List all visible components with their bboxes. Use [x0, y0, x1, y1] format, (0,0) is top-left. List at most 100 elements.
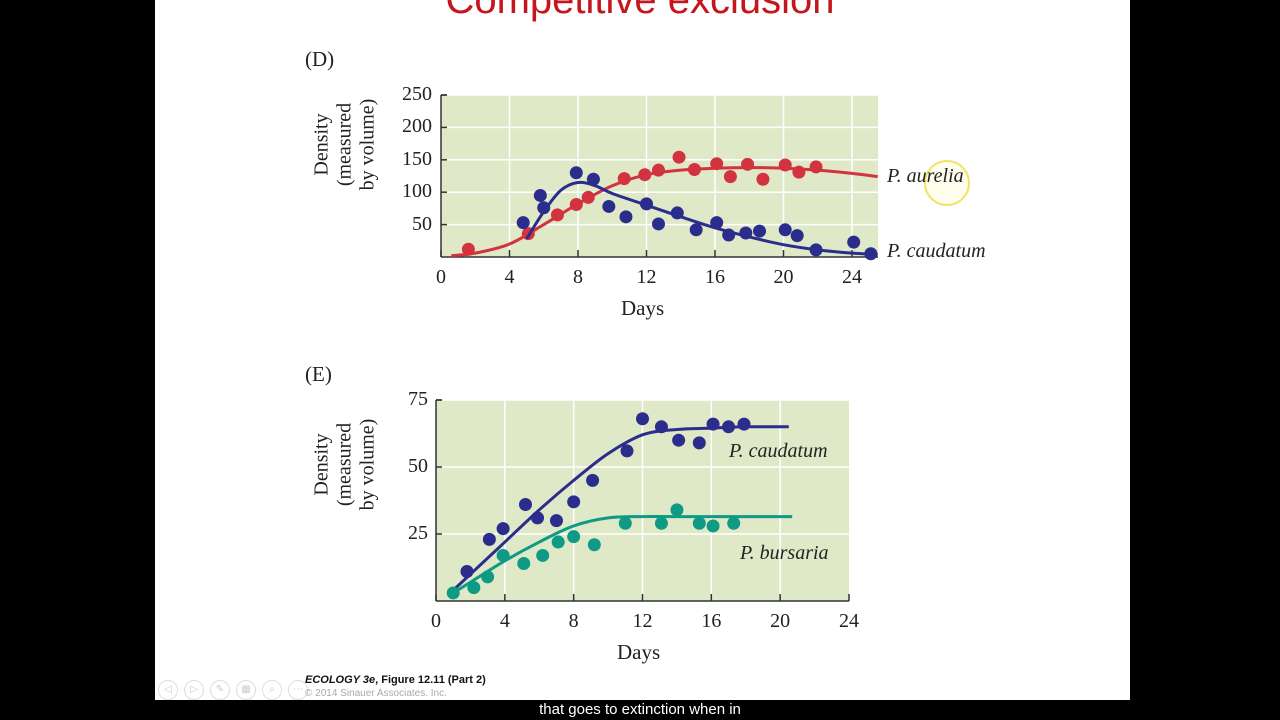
- panel-d-ylabel: Density (measured by volume): [311, 55, 380, 235]
- data-point: [638, 168, 652, 182]
- x-tick-label: 0: [431, 610, 441, 632]
- video-caption: that goes to extinction when in: [539, 701, 741, 718]
- y-tick-label: 75: [408, 388, 428, 410]
- fit-curve-p-caudatum: [452, 425, 789, 592]
- x-tick-label: 20: [770, 610, 791, 632]
- book-title: ECOLOGY 3e: [305, 674, 376, 686]
- data-point: [587, 538, 601, 552]
- data-point: [640, 197, 653, 211]
- x-tick-label: 20: [773, 266, 794, 288]
- data-point: [864, 247, 878, 261]
- data-point: [446, 586, 460, 600]
- ylabel-line: by volume): [356, 418, 379, 511]
- data-point: [537, 201, 551, 215]
- panel-e-ylabel: Density (measured by volume): [311, 375, 380, 555]
- data-point: [722, 420, 736, 434]
- ylabel-line: (measured: [333, 422, 356, 507]
- x-tick-label: 4: [499, 610, 510, 632]
- cursor-highlight: [924, 160, 970, 206]
- data-point: [687, 163, 701, 177]
- panel-d-label: (D): [305, 47, 335, 71]
- data-point: [722, 228, 736, 242]
- data-point: [692, 516, 706, 530]
- data-point: [706, 519, 720, 533]
- data-point: [619, 210, 633, 224]
- data-point: [620, 444, 634, 458]
- panel-e-xlabel: Days: [617, 640, 661, 664]
- data-point: [670, 503, 684, 517]
- data-point: [710, 157, 724, 171]
- data-point: [778, 223, 792, 237]
- data-point: [567, 495, 581, 509]
- data-point: [636, 412, 649, 426]
- ylabel-line: Density: [310, 433, 333, 496]
- data-point: [518, 498, 532, 512]
- legend-p-aurelia: P. aurelia: [887, 165, 964, 187]
- data-point: [654, 516, 668, 530]
- data-point: [550, 208, 564, 222]
- y-tick-label: 250: [402, 83, 432, 105]
- data-point: [672, 433, 686, 447]
- zoom-icon[interactable]: ⌕: [262, 680, 282, 700]
- x-tick-label: 24: [842, 266, 862, 288]
- data-point: [567, 530, 581, 544]
- data-point: [654, 420, 668, 434]
- y-tick-label: 100: [402, 180, 432, 203]
- x-tick-label: 16: [705, 266, 725, 288]
- data-point: [753, 224, 767, 238]
- data-point: [551, 535, 565, 549]
- data-point: [536, 548, 550, 562]
- data-point: [727, 516, 741, 530]
- more-icon[interactable]: ⋯: [288, 680, 308, 700]
- copyright: © 2014 Sinauer Associates, Inc.: [305, 688, 447, 696]
- data-point: [847, 235, 861, 249]
- data-point: [517, 556, 531, 570]
- data-point: [482, 532, 496, 546]
- pen-icon[interactable]: ✎: [210, 680, 230, 700]
- data-point: [618, 516, 632, 530]
- data-point: [809, 160, 823, 174]
- data-point: [460, 565, 474, 579]
- data-point: [670, 206, 684, 220]
- data-point: [516, 216, 530, 230]
- figure-ref: , Figure 12.11 (Part 2): [375, 674, 486, 686]
- prev-icon[interactable]: ◁: [158, 680, 178, 700]
- data-point: [651, 217, 665, 231]
- data-point: [723, 170, 737, 184]
- data-point: [586, 172, 600, 186]
- x-tick-label: 8: [568, 610, 579, 632]
- legend-p-caudatum-e: P. caudatum: [729, 440, 828, 462]
- x-tick-label: 4: [504, 266, 515, 288]
- legend-p-bursaria: P. bursaria: [740, 542, 829, 564]
- panel-d-xlabel: Days: [621, 296, 665, 320]
- data-point: [549, 514, 563, 528]
- legend-p-caudatum-d: P. caudatum: [887, 240, 986, 262]
- y-tick-label: 50: [412, 212, 432, 235]
- data-point: [467, 581, 481, 595]
- data-point: [651, 163, 665, 177]
- data-point: [586, 473, 600, 487]
- data-point: [672, 150, 686, 164]
- data-point: [706, 417, 720, 431]
- data-point: [496, 548, 510, 562]
- panel-e-label: (E): [305, 362, 332, 386]
- data-point: [778, 158, 792, 172]
- data-point: [581, 190, 595, 204]
- x-tick-label: 24: [839, 610, 859, 632]
- data-point: [602, 199, 616, 213]
- data-point: [739, 226, 753, 240]
- data-point: [496, 522, 510, 536]
- slides-icon[interactable]: ▦: [236, 680, 256, 700]
- y-tick-label: 150: [402, 147, 432, 170]
- data-point: [569, 166, 583, 180]
- data-point: [533, 188, 547, 202]
- data-point: [569, 198, 583, 212]
- slideshow-nav[interactable]: ◁ ▷ ✎ ▦ ⌕ ⋯: [158, 680, 308, 700]
- y-tick-label: 200: [402, 115, 432, 138]
- slide-title: Competitive exclusion: [445, 0, 835, 22]
- data-point: [461, 242, 475, 256]
- data-point: [617, 172, 631, 186]
- next-icon[interactable]: ▷: [184, 680, 204, 700]
- ylabel-line: (measured: [333, 102, 356, 187]
- data-point: [689, 223, 703, 237]
